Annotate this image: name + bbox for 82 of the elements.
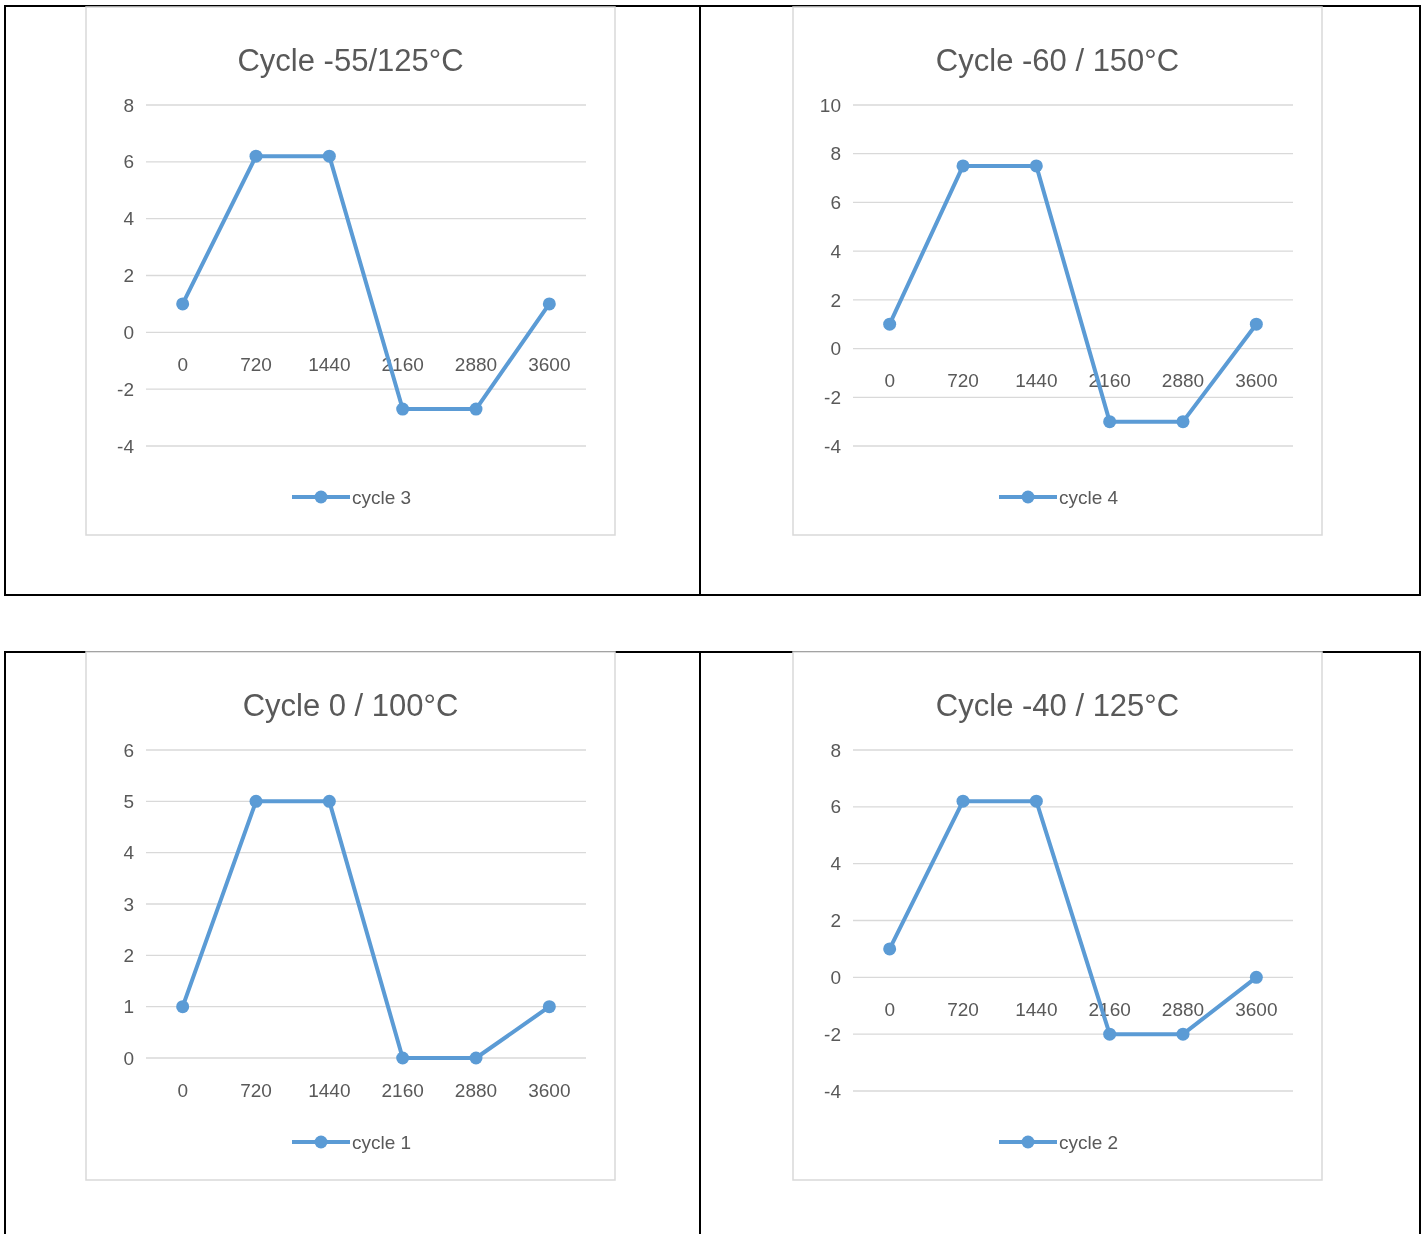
x-tick-label: 0 xyxy=(884,998,895,1020)
point xyxy=(1176,1027,1190,1041)
chart-title: Cycle 0 / 100°C xyxy=(242,688,459,723)
y-tick-label: 4 xyxy=(123,842,135,864)
x-tick-label: 1440 xyxy=(308,1079,351,1101)
point xyxy=(176,297,190,311)
x-tick-label: 2880 xyxy=(454,353,498,375)
point xyxy=(396,402,410,416)
y-tick-label: 0 xyxy=(830,966,841,988)
y-tick-label: 2 xyxy=(123,265,134,287)
x-tick-label: 720 xyxy=(240,1079,272,1101)
y-tick-label: 6 xyxy=(830,796,841,818)
y-tick-label: 2 xyxy=(830,910,841,932)
legend-label: cycle 1 xyxy=(352,1131,412,1153)
y-tick-label: 10 xyxy=(819,94,841,116)
point xyxy=(883,942,897,956)
x-tick-label: 720 xyxy=(947,370,979,392)
point xyxy=(1176,415,1190,429)
x-tick-label: 3600 xyxy=(1235,370,1278,392)
point xyxy=(883,317,897,331)
point xyxy=(1103,415,1117,429)
point xyxy=(322,794,336,808)
x-tick-label: 1440 xyxy=(308,353,351,375)
legend-label: cycle 2 xyxy=(1059,1131,1119,1153)
y-tick-label: 2 xyxy=(123,944,134,966)
point xyxy=(469,402,483,416)
x-tick-label: 2160 xyxy=(381,1079,424,1101)
y-tick-label: 6 xyxy=(830,192,841,214)
y-tick-label: 3 xyxy=(123,893,134,915)
point xyxy=(322,149,336,163)
y-tick-label: 5 xyxy=(123,790,134,812)
legend-label: cycle 3 xyxy=(352,486,412,508)
y-tick-label: -2 xyxy=(824,1023,841,1045)
chart-title: Cycle -55/125°C xyxy=(237,43,464,78)
chart-title: Cycle -40 / 125°C xyxy=(935,688,1180,723)
y-tick-label: -2 xyxy=(117,378,134,400)
point xyxy=(1029,159,1043,173)
point xyxy=(1029,794,1043,808)
y-tick-label: -4 xyxy=(117,435,135,457)
x-tick-label: 1440 xyxy=(1015,998,1058,1020)
x-tick-label: 0 xyxy=(177,1079,188,1101)
y-tick-label: 4 xyxy=(123,208,135,230)
x-tick-label: 3600 xyxy=(528,353,571,375)
y-tick-label: 4 xyxy=(830,853,842,875)
point xyxy=(542,1000,556,1014)
point xyxy=(542,297,556,311)
y-tick-label: -4 xyxy=(824,435,842,457)
point xyxy=(249,794,263,808)
chart-title: Cycle -60 / 150°C xyxy=(935,43,1180,78)
x-tick-label: 2880 xyxy=(1161,998,1205,1020)
x-tick-label: 3600 xyxy=(528,1079,571,1101)
y-tick-label: 0 xyxy=(123,1047,134,1069)
point xyxy=(1249,970,1263,984)
y-tick-label: 1 xyxy=(123,996,134,1018)
legend-label: cycle 4 xyxy=(1059,486,1119,508)
point xyxy=(469,1051,483,1065)
x-tick-label: 720 xyxy=(240,353,272,375)
point xyxy=(956,794,970,808)
y-tick-label: 8 xyxy=(830,739,841,761)
x-tick-label: 2880 xyxy=(454,1079,498,1101)
y-tick-label: 0 xyxy=(830,338,841,360)
y-tick-label: 0 xyxy=(123,321,134,343)
point xyxy=(1103,1027,1117,1041)
y-tick-label: -4 xyxy=(824,1080,842,1102)
point xyxy=(249,149,263,163)
point xyxy=(1249,317,1263,331)
x-tick-label: 720 xyxy=(947,998,979,1020)
y-tick-label: 2 xyxy=(830,289,841,311)
point xyxy=(956,159,970,173)
x-tick-label: 0 xyxy=(884,370,895,392)
y-tick-label: 4 xyxy=(830,240,842,262)
y-tick-label: -2 xyxy=(824,386,841,408)
y-tick-label: 6 xyxy=(123,739,134,761)
x-tick-label: 1440 xyxy=(1015,370,1058,392)
x-tick-label: 0 xyxy=(177,353,188,375)
y-tick-label: 8 xyxy=(123,94,134,116)
x-tick-label: 3600 xyxy=(1235,998,1278,1020)
y-tick-label: 6 xyxy=(123,151,134,173)
point xyxy=(396,1051,410,1065)
point xyxy=(176,1000,190,1014)
y-tick-label: 8 xyxy=(830,143,841,165)
x-tick-label: 2880 xyxy=(1161,370,1205,392)
